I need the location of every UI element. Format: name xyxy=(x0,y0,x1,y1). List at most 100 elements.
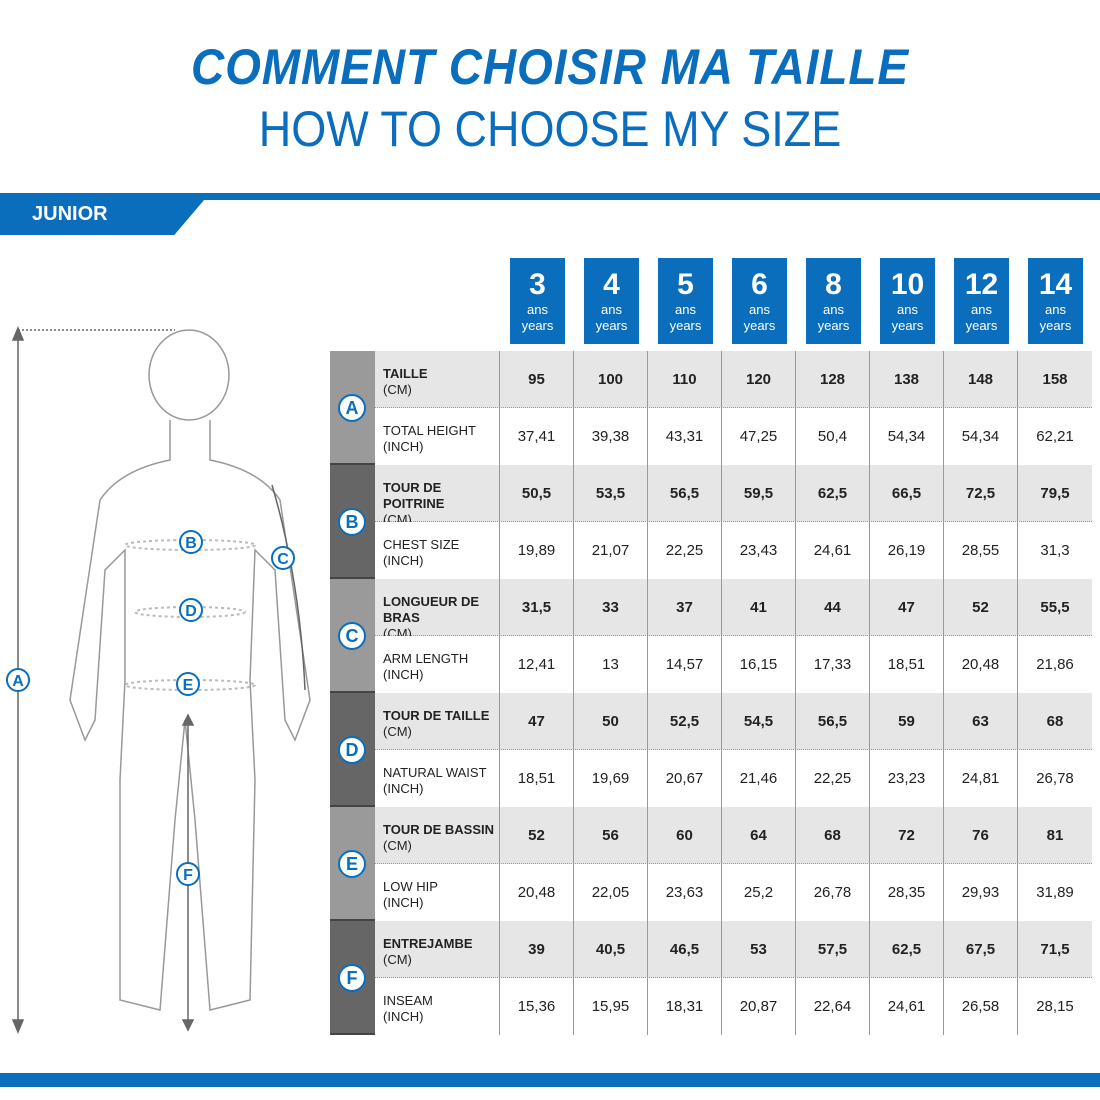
table-cell: 12,41 xyxy=(500,636,574,693)
table-cell: 47,25 xyxy=(722,408,796,465)
table-cell: 54,5 xyxy=(722,693,796,749)
table-cell: 23,23 xyxy=(870,750,944,807)
measure-name: INSEAM xyxy=(383,993,433,1008)
table-cell: 25,2 xyxy=(722,864,796,921)
age-header-3: 3 ans years xyxy=(510,258,565,344)
table-cell: 39 xyxy=(500,921,574,977)
table-cell: 50,4 xyxy=(796,408,870,465)
age-header-14: 14 ans years xyxy=(1028,258,1083,344)
age-header-4: 4 ans years xyxy=(584,258,639,344)
table-cell: 52 xyxy=(944,579,1018,635)
table-cell: 44 xyxy=(796,579,870,635)
measure-unit: (INCH) xyxy=(383,1009,424,1024)
table-cell: 26,58 xyxy=(944,978,1018,1035)
table-cell: 15,36 xyxy=(500,978,574,1035)
table-cell: 29,93 xyxy=(944,864,1018,921)
figure-label-F: F xyxy=(176,862,200,886)
age-header-8: 8 ans years xyxy=(806,258,861,344)
table-row: TAILLE (CM) 95 100 110 120 128 138 148 158 xyxy=(375,351,1092,408)
table-cell: 50 xyxy=(574,693,648,749)
age-fr: ans xyxy=(675,302,696,317)
measure-unit: (INCH) xyxy=(383,895,424,910)
group-D: D TOUR DE TAILLE (CM) 47 50 52,5 54,5 56,5 59 63 6… xyxy=(330,693,1092,807)
table-cell: 20,87 xyxy=(722,978,796,1035)
group-marker: D xyxy=(330,693,375,805)
table-cell: 54,34 xyxy=(870,408,944,465)
group-A: A TAILLE (CM) 95 100 110 120 128 138 148 158 TOTAL … xyxy=(330,351,1092,465)
row-label: INSEAM (INCH) xyxy=(375,978,500,1035)
table-cell: 19,69 xyxy=(574,750,648,807)
measure-unit: (CM) xyxy=(383,838,412,853)
table-row: NATURAL WAIST (INCH) 18,51 19,69 20,67 21,46 2… xyxy=(375,750,1092,807)
table-cell: 21,86 xyxy=(1036,656,1074,673)
table-cell: 22,64 xyxy=(796,978,870,1035)
table-row: TOTAL HEIGHT (INCH) 37,41 39,38 43,31 47,25 50… xyxy=(375,408,1092,465)
table-cell: 23,43 xyxy=(722,522,796,579)
table-cell: 50,5 xyxy=(500,465,574,521)
table-cell: 54,34 xyxy=(944,408,1018,465)
age-header-12: 12 ans years xyxy=(954,258,1009,344)
age-en: years xyxy=(743,318,776,333)
table-cell: 18,31 xyxy=(648,978,722,1035)
table-cell: 128 xyxy=(796,351,870,407)
svg-text:B: B xyxy=(185,535,197,552)
table-cell: 52 xyxy=(500,807,574,863)
letter-badge: B xyxy=(338,508,366,536)
table-cell: 22,05 xyxy=(574,864,648,921)
age-fr: ans xyxy=(823,302,844,317)
table-cell: 59 xyxy=(870,693,944,749)
child-body-diagram: A B C D E F xyxy=(6,326,311,1034)
table-cell: 64 xyxy=(722,807,796,863)
group-F: F ENTREJAMBE (CM) 39 40,5 46,5 53 57,5 62,5 67,5 7… xyxy=(330,921,1092,1035)
table-row: LONGUEUR DE BRAS (CM) 31,5 33 37 41 44 47 52 55,5 xyxy=(375,579,1092,641)
table-cell: 17,33 xyxy=(796,636,870,693)
measure-name: LOW HIP xyxy=(383,879,438,894)
measure-name: TAILLE xyxy=(383,366,428,381)
row-label: TOUR DE BASSIN (CM) xyxy=(375,807,500,863)
table-row: ENTREJAMBE (CM) 39 40,5 46,5 53 57,5 62,5 67,5 71… xyxy=(375,921,1092,978)
measure-unit: (CM) xyxy=(383,382,412,397)
age-fr: ans xyxy=(527,302,548,317)
table-cell: 31,3 xyxy=(1040,542,1070,559)
measure-name: TOUR DE POITRINE xyxy=(383,480,445,511)
table-cell: 47 xyxy=(500,693,574,749)
table-cell: 33 xyxy=(574,579,648,635)
table-cell: 20,48 xyxy=(500,864,574,921)
table-cell: 37,41 xyxy=(500,408,574,465)
letter-badge: A xyxy=(338,394,366,422)
table-cell: 63 xyxy=(944,693,1018,749)
size-table: A TAILLE (CM) 95 100 110 120 128 138 148 158 TOTAL … xyxy=(330,351,1092,1035)
age-fr: ans xyxy=(1045,302,1066,317)
page-subtitle: HOW TO CHOOSE MY SIZE xyxy=(258,101,842,157)
age-header-5: 5 ans years xyxy=(658,258,713,344)
group-marker: F xyxy=(330,921,375,1033)
row-label: NATURAL WAIST (INCH) xyxy=(375,750,500,807)
measure-name: TOTAL HEIGHT xyxy=(383,423,476,438)
svg-text:A: A xyxy=(12,673,24,690)
measure-name: CHEST SIZE xyxy=(383,537,460,552)
age-number: 3 xyxy=(529,268,546,301)
footer-divider xyxy=(0,1073,1100,1087)
table-cell: 52,5 xyxy=(648,693,722,749)
table-cell: 68 xyxy=(1046,713,1064,730)
table-cell: 15,95 xyxy=(574,978,648,1035)
group-C: C LONGUEUR DE BRAS (CM) 31,5 33 37 41 44 47 52 55,… xyxy=(330,579,1092,693)
row-label: TAILLE (CM) xyxy=(375,351,500,407)
figure-label-B: B xyxy=(179,530,203,554)
table-cell: 56,5 xyxy=(796,693,870,749)
row-label: LONGUEUR DE BRAS (CM) xyxy=(375,579,500,641)
table-cell: 26,19 xyxy=(870,522,944,579)
table-cell: 21,46 xyxy=(722,750,796,807)
header-divider xyxy=(0,193,1100,200)
table-cell: 18,51 xyxy=(500,750,574,807)
row-label: TOUR DE POITRINE (CM) xyxy=(375,465,500,527)
age-en: years xyxy=(595,318,628,333)
measure-unit: (INCH) xyxy=(383,667,424,682)
table-cell: 23,63 xyxy=(648,864,722,921)
measure-unit: (CM) xyxy=(383,724,412,739)
table-cell: 20,67 xyxy=(648,750,722,807)
table-row: TOUR DE BASSIN (CM) 52 56 60 64 68 72 76 81 xyxy=(375,807,1092,864)
table-cell: 19,89 xyxy=(500,522,574,579)
table-row: CHEST SIZE (INCH) 19,89 21,07 22,25 23,43 24,6… xyxy=(375,522,1092,579)
age-fr: ans xyxy=(971,302,992,317)
